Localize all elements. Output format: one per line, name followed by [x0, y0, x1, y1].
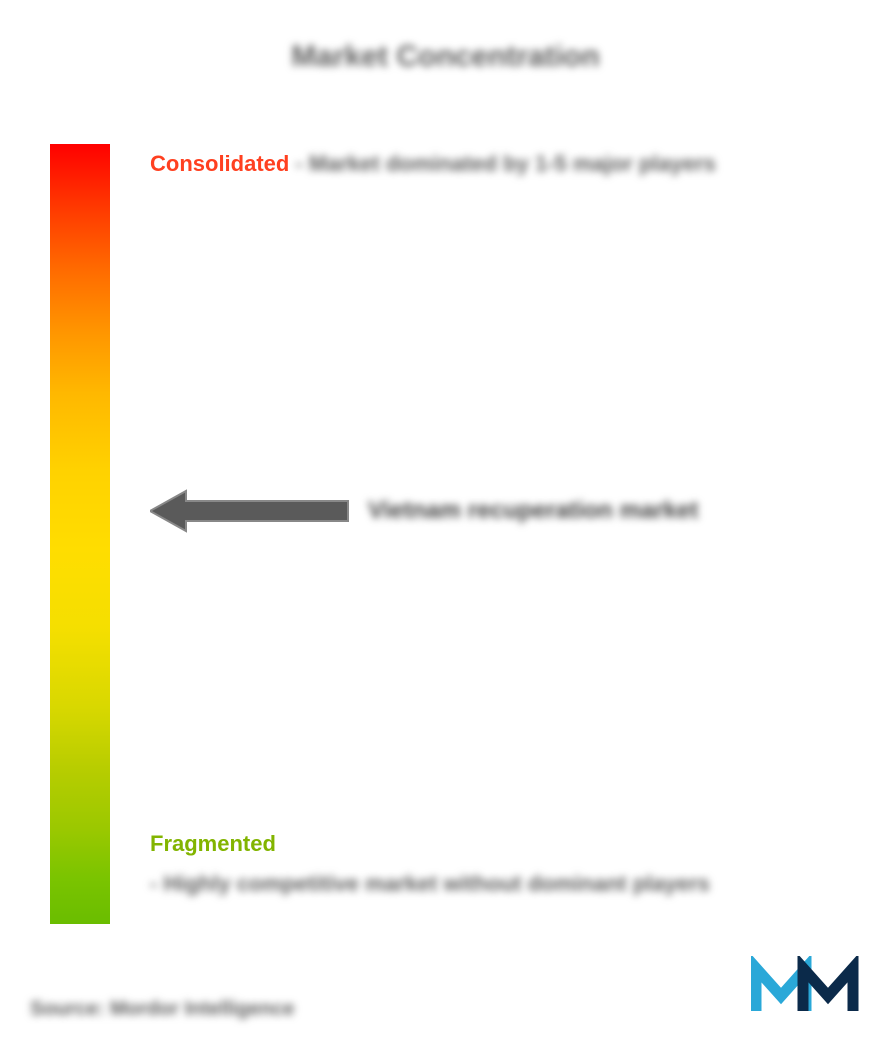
content-area: Consolidated - Market dominated by 1-5 m… [30, 134, 861, 934]
consolidated-label-group: Consolidated - Market dominated by 1-5 m… [150, 144, 841, 184]
fragmented-description: - Highly competitive market without domi… [150, 864, 710, 904]
infographic-container: Market Concentration Consolidated - Mark… [0, 0, 891, 1051]
chart-title: Market Concentration [30, 40, 861, 74]
fragmented-label-group: Fragmented - Highly competitive market w… [150, 824, 841, 903]
mordor-logo-icon [751, 956, 861, 1021]
source-attribution: Source: Mordor Intelligence [30, 998, 294, 1021]
consolidated-term: Consolidated [150, 144, 289, 184]
market-name-text: Vietnam recuperation market [368, 489, 698, 532]
arrow-left-icon [150, 489, 350, 533]
fragmented-term: Fragmented [150, 824, 276, 864]
consolidated-description: - Market dominated by 1-5 major players [295, 144, 716, 184]
footer: Source: Mordor Intelligence [30, 956, 861, 1021]
market-position-indicator: Vietnam recuperation market [150, 489, 841, 533]
concentration-gradient-bar [50, 144, 110, 924]
labels-area: Consolidated - Market dominated by 1-5 m… [110, 134, 861, 934]
